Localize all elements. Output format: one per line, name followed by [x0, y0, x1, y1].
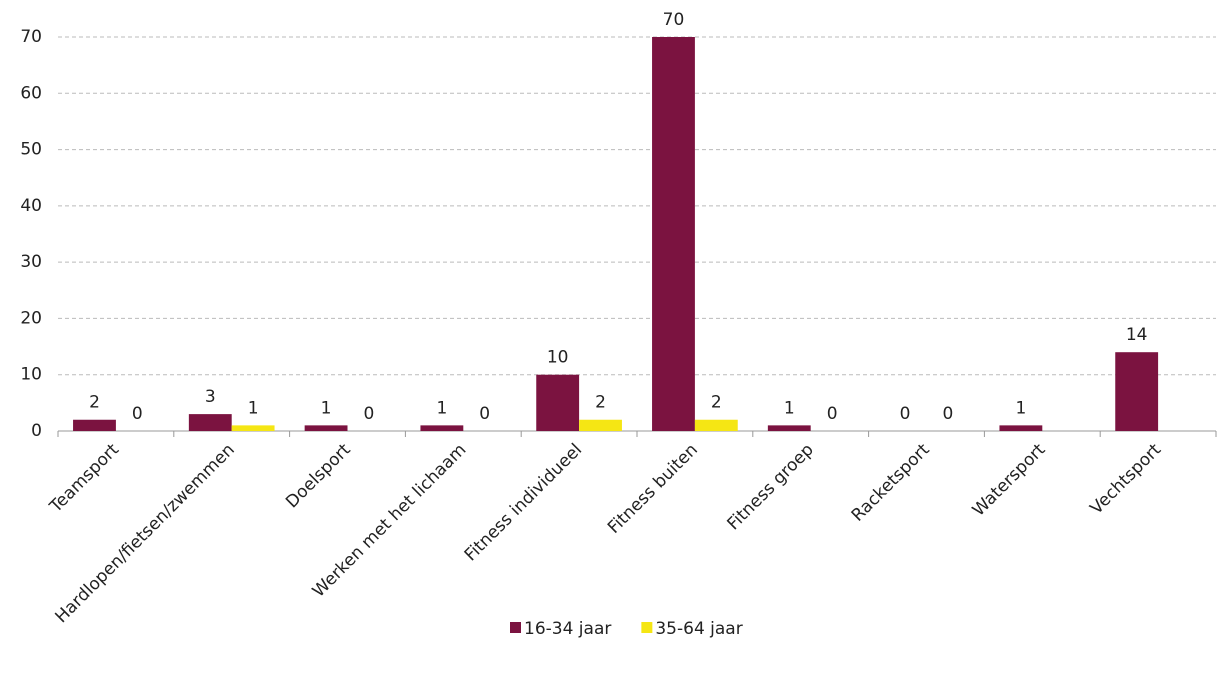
bar — [536, 374, 580, 431]
bar — [188, 414, 232, 431]
bar — [579, 419, 622, 431]
data-label: 0 — [364, 404, 375, 424]
legend-label: 35-64 jaar — [655, 619, 742, 639]
bar — [420, 425, 464, 431]
y-tick-label: 50 — [20, 140, 42, 160]
data-label: 10 — [547, 348, 569, 368]
bar — [652, 37, 695, 431]
data-label: 14 — [1126, 325, 1148, 345]
bar — [73, 419, 116, 431]
data-label: 2 — [89, 393, 100, 413]
legend-swatch — [510, 622, 521, 633]
x-tick-label: Teamsport — [45, 440, 123, 518]
x-tick-label: Racketsport — [848, 440, 934, 526]
y-tick-label: 70 — [20, 27, 42, 47]
y-tick-label: 10 — [20, 365, 42, 385]
data-label: 0 — [479, 404, 490, 424]
y-tick-label: 60 — [20, 83, 42, 103]
legend-swatch — [641, 622, 653, 633]
legend-label: 16-34 jaar — [524, 619, 611, 639]
bar — [231, 425, 275, 431]
data-label: 1 — [1015, 398, 1026, 418]
bar — [999, 425, 1043, 431]
x-tick-label: Fitness groep — [723, 440, 817, 534]
bar — [767, 425, 811, 431]
data-label: 1 — [248, 398, 259, 418]
bar — [694, 419, 738, 431]
x-tick-label: Fitness individueel — [461, 440, 586, 565]
data-label: 2 — [711, 393, 722, 413]
x-tick-label: Fitness buiten — [604, 440, 702, 538]
y-tick-label: 20 — [20, 308, 42, 328]
data-label: 0 — [827, 404, 838, 424]
data-label: 0 — [943, 404, 954, 424]
y-tick-label: 40 — [20, 196, 42, 216]
y-tick-label: 0 — [31, 421, 42, 441]
bar — [304, 425, 348, 431]
data-label: 1 — [436, 398, 447, 418]
bar — [1115, 352, 1159, 431]
x-tick-label: Vechtsport — [1086, 440, 1165, 519]
data-label: 1 — [784, 398, 795, 418]
data-label: 70 — [663, 10, 685, 30]
data-label: 2 — [595, 393, 606, 413]
data-label: 0 — [132, 404, 143, 424]
data-label: 3 — [205, 387, 216, 407]
x-tick-label: Doelsport — [282, 440, 355, 513]
x-tick-label: Watersport — [969, 440, 1050, 521]
data-label: 1 — [321, 398, 332, 418]
data-label: 0 — [900, 404, 911, 424]
y-tick-label: 30 — [20, 252, 42, 272]
